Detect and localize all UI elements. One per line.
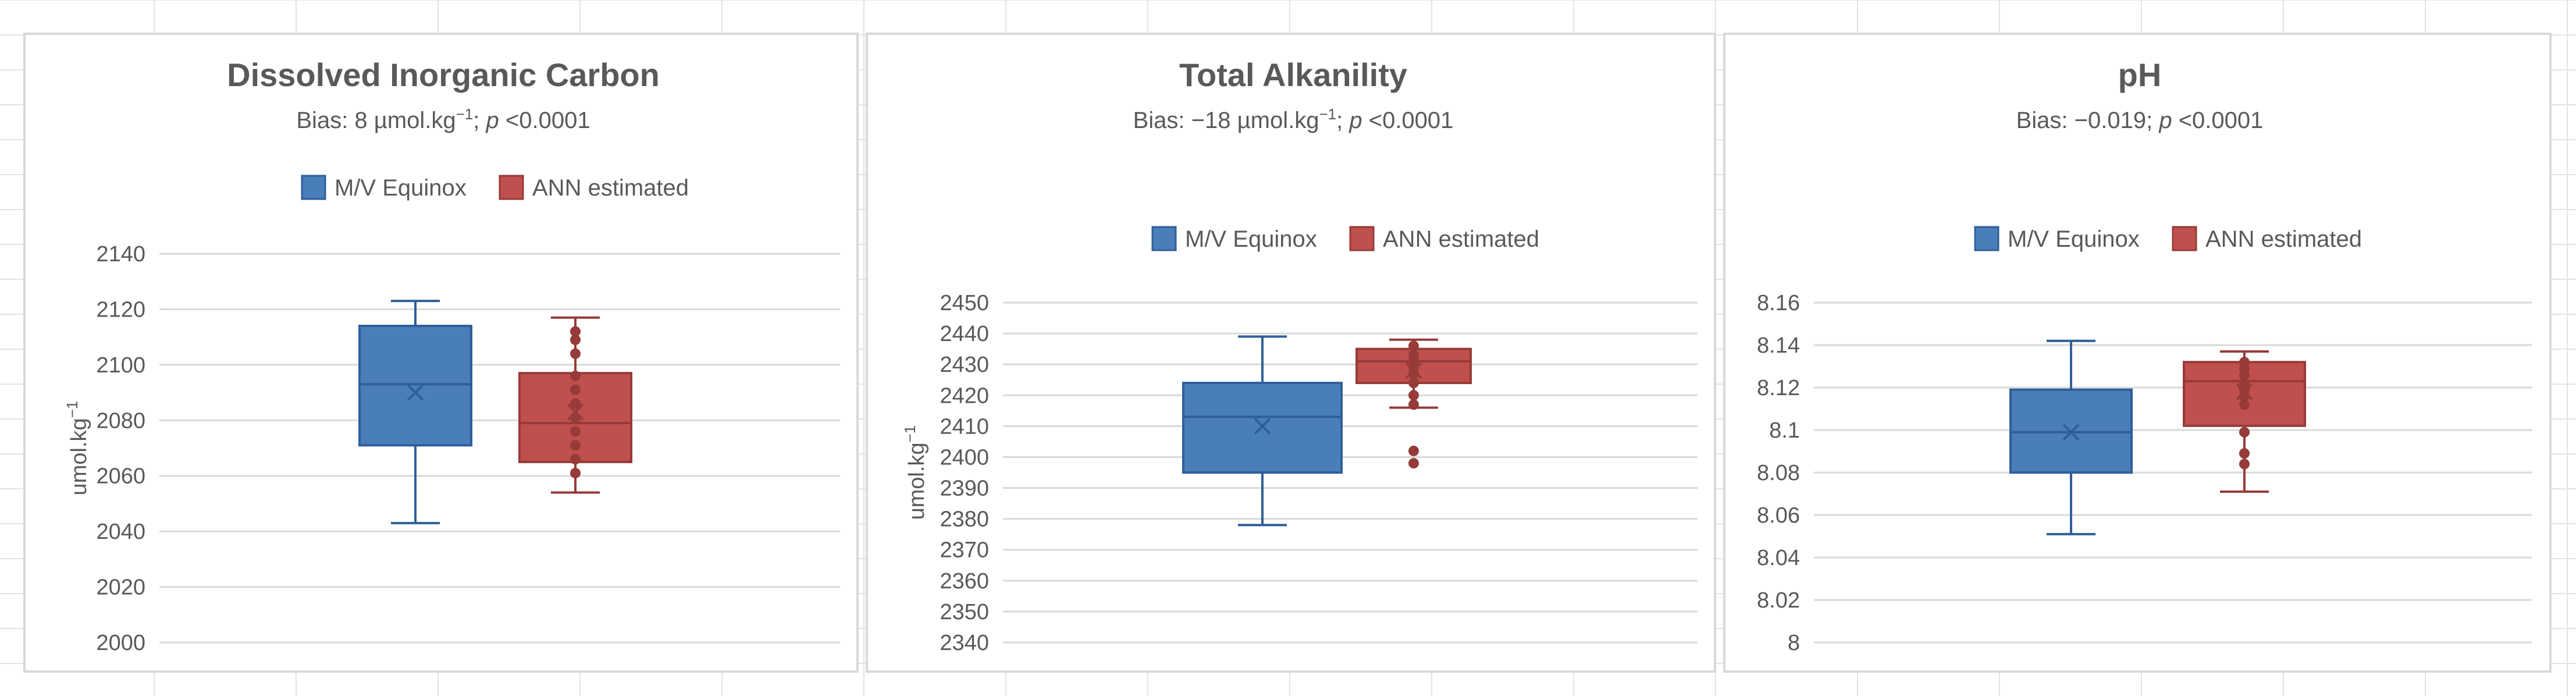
mean-marker (567, 403, 584, 421)
outlier-point (570, 398, 581, 409)
mean-marker (1405, 362, 1422, 379)
outlier-point (2239, 459, 2250, 470)
chart-title: pH (2118, 56, 2162, 93)
chart-title: Dissolved Inorganic Carbon (227, 56, 660, 93)
outlier-point (1408, 445, 1419, 456)
legend-label: ANN estimated (532, 175, 689, 201)
y-tick-label: 2410 (940, 414, 989, 439)
ta-chart: Total Alkanility Bias: −18 µmol.kg−1; p <… (901, 56, 1698, 655)
chart-subtitle: Bias: −18 µmol.kg−1; p <0.0001 (1133, 105, 1454, 133)
box-series-2 (1355, 338, 1472, 469)
legend-swatch (1974, 226, 1999, 251)
y-tick-label: 2060 (96, 464, 145, 489)
y-tick-label: 2450 (940, 291, 989, 315)
mean-marker (2236, 383, 2253, 400)
dic-chart: Dissolved Inorganic Carbon Bias: 8 µmol.k… (63, 56, 840, 655)
outlier-point (1408, 458, 1419, 469)
y-tick-label: 2430 (940, 353, 989, 377)
outlier-point (570, 454, 581, 465)
outlier-point (2239, 357, 2250, 368)
y-axis-label: umol.kg−1 (901, 425, 929, 520)
outlier-point (2239, 427, 2250, 438)
y-tick-label: 2340 (940, 631, 989, 655)
legend-label: ANN estimated (1383, 226, 1539, 252)
y-tick-label: 2420 (940, 383, 989, 408)
legend-swatch (1349, 226, 1375, 251)
outlier-point (570, 426, 581, 437)
outlier-point (2239, 448, 2250, 459)
legend-swatch (1151, 226, 1177, 251)
y-tick-label: 8.12 (1757, 376, 1800, 400)
y-tick-label: 2440 (940, 322, 989, 346)
dic-chart-panel[interactable]: Dissolved Inorganic Carbon Bias: 8 µmol.k… (23, 33, 859, 673)
outlier-point (2239, 378, 2250, 389)
outlier-point (1408, 399, 1419, 410)
y-tick-label: 2360 (940, 569, 989, 594)
legend-label: M/V Equinox (2008, 226, 2140, 252)
y-axis-label: umol.kg−1 (63, 401, 91, 496)
mean-marker (407, 384, 424, 401)
legend-label: M/V Equinox (1185, 226, 1317, 252)
chart-title: Total Alkanility (1179, 56, 1407, 93)
outlier-point (570, 326, 581, 337)
y-tick-label: 2000 (96, 631, 145, 655)
outlier-point (570, 384, 581, 395)
y-tick-label: 8.1 (1769, 418, 1800, 443)
iqr-box (358, 325, 472, 447)
chart-subtitle: Bias: −0.019; p <0.0001 (2016, 108, 2264, 133)
y-tick-label: 8.14 (1757, 333, 1800, 358)
ph-chart-panel[interactable]: pH Bias: −0.019; p <0.0001 M/V Equinox ANN … (1723, 33, 2552, 673)
y-tick-label: 2350 (940, 600, 989, 624)
box-series-1 (358, 300, 472, 524)
legend-swatch (499, 175, 524, 200)
legend-swatch (2172, 226, 2197, 251)
outlier-point (570, 440, 581, 451)
y-tick-label: 2390 (940, 477, 989, 501)
box-series-1 (2009, 339, 2133, 535)
y-tick-label: 8.16 (1757, 291, 1800, 315)
mean-marker (1254, 417, 1271, 435)
box-series-1 (1182, 335, 1343, 527)
y-tick-label: 8.08 (1757, 461, 1800, 485)
outlier-point (1408, 350, 1419, 361)
box-series-2 (518, 316, 632, 494)
y-tick-label: 8.04 (1757, 546, 1800, 570)
y-tick-label: 2080 (96, 409, 145, 433)
chart-legend: M/V Equinox ANN estimated (1151, 226, 1539, 252)
legend-label: ANN estimated (2205, 226, 2362, 252)
chart-legend: M/V Equinox ANN estimated (301, 175, 689, 201)
y-tick-label: 8.02 (1757, 588, 1800, 613)
ph-chart: pH Bias: −0.019; p <0.0001 M/V Equinox ANN … (1757, 56, 2532, 655)
chart-subtitle: Bias: 8 µmol.kg−1; p <0.0001 (296, 105, 590, 133)
outlier-point (1408, 378, 1419, 389)
y-tick-label: 2140 (96, 242, 145, 267)
y-tick-label: 2120 (96, 297, 145, 322)
mean-marker (2062, 424, 2080, 441)
y-tick-label: 2400 (940, 445, 989, 470)
y-tick-label: 2100 (96, 353, 145, 378)
outlier-point (1408, 390, 1419, 401)
ta-chart-panel[interactable]: Total Alkanility Bias: −18 µmol.kg−1; p <… (866, 33, 1716, 673)
y-tick-label: 8 (1788, 631, 1800, 655)
outlier-point (570, 370, 581, 381)
chart-legend: M/V Equinox ANN estimated (1974, 226, 2362, 252)
outlier-point (1408, 340, 1419, 351)
outlier-point (2239, 399, 2250, 410)
y-tick-label: 8.06 (1757, 503, 1800, 528)
box-series-2 (2183, 350, 2306, 493)
y-tick-label: 2370 (940, 538, 989, 563)
y-tick-label: 2380 (940, 507, 989, 532)
y-tick-label: 2020 (96, 576, 145, 600)
y-tick-label: 2040 (96, 520, 145, 544)
legend-swatch (301, 175, 326, 200)
outlier-point (570, 348, 581, 359)
legend-label: M/V Equinox (335, 175, 467, 201)
outlier-point (570, 467, 581, 478)
